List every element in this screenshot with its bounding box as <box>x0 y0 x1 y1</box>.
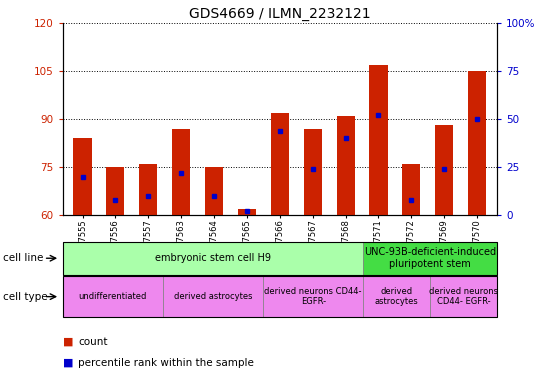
Text: UNC-93B-deficient-induced
pluripotent stem: UNC-93B-deficient-induced pluripotent st… <box>364 247 496 269</box>
Bar <box>106 167 124 215</box>
Bar <box>336 116 355 215</box>
Bar <box>435 126 453 215</box>
Text: cell type: cell type <box>3 291 48 302</box>
Text: derived
astrocytes: derived astrocytes <box>375 287 419 306</box>
Text: count: count <box>78 337 108 347</box>
Text: percentile rank within the sample: percentile rank within the sample <box>78 358 254 368</box>
Bar <box>370 65 388 215</box>
Text: derived neurons CD44-
EGFR-: derived neurons CD44- EGFR- <box>264 287 362 306</box>
Text: ■: ■ <box>63 358 73 368</box>
Text: cell line: cell line <box>3 253 43 263</box>
Bar <box>238 209 256 215</box>
Bar <box>271 113 289 215</box>
Bar <box>205 167 223 215</box>
Bar <box>172 129 190 215</box>
Bar <box>74 138 92 215</box>
Bar <box>139 164 157 215</box>
Bar <box>468 71 486 215</box>
Bar <box>402 164 420 215</box>
Text: embryonic stem cell H9: embryonic stem cell H9 <box>155 253 271 263</box>
Bar <box>304 129 322 215</box>
Text: derived astrocytes: derived astrocytes <box>174 292 252 301</box>
Title: GDS4669 / ILMN_2232121: GDS4669 / ILMN_2232121 <box>189 7 371 21</box>
Text: ■: ■ <box>63 337 73 347</box>
Text: derived neurons
CD44- EGFR-: derived neurons CD44- EGFR- <box>429 287 498 306</box>
Text: undifferentiated: undifferentiated <box>79 292 147 301</box>
